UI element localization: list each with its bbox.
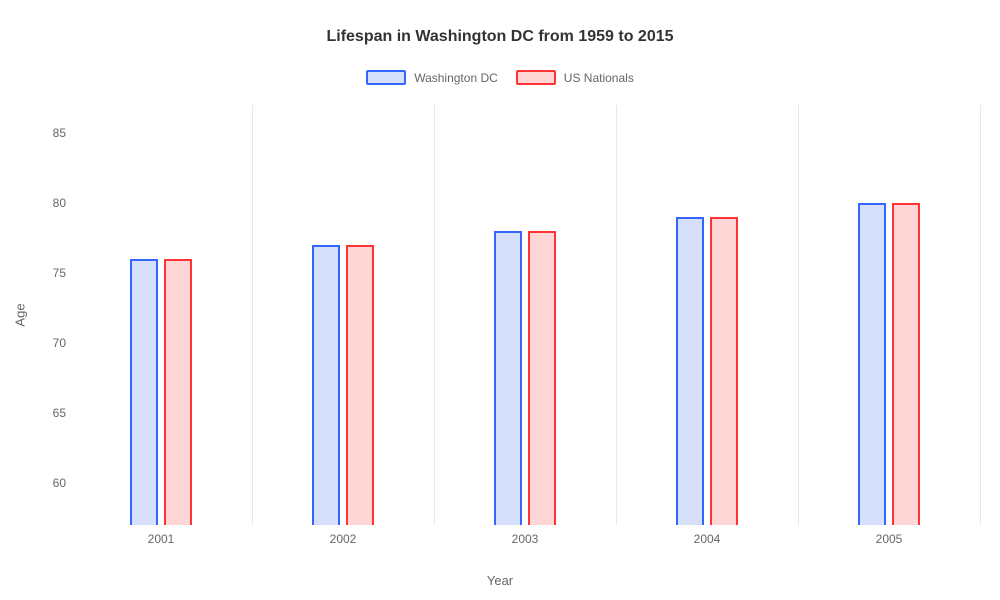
y-axis-label: Age [13, 303, 28, 326]
legend-label: Washington DC [414, 71, 498, 85]
x-tick-label: 2001 [148, 532, 175, 546]
bar-washington-dc [312, 245, 340, 525]
gridline [252, 105, 253, 525]
gridline [798, 105, 799, 525]
legend-swatch-icon [366, 70, 406, 85]
x-tick-label: 2004 [694, 532, 721, 546]
y-tick-label: 70 [40, 336, 66, 350]
y-tick-label: 75 [40, 266, 66, 280]
bar-washington-dc [494, 231, 522, 525]
legend-item-washington-dc: Washington DC [366, 70, 498, 85]
y-tick-label: 60 [40, 476, 66, 490]
gridline [980, 105, 981, 525]
gridline [434, 105, 435, 525]
x-tick-label: 2002 [330, 532, 357, 546]
y-tick-label: 65 [40, 406, 66, 420]
bar-us-nationals [528, 231, 556, 525]
bar-washington-dc [676, 217, 704, 525]
y-tick-label: 85 [40, 126, 66, 140]
bar-us-nationals [346, 245, 374, 525]
legend-swatch-icon [516, 70, 556, 85]
bar-washington-dc [130, 259, 158, 525]
legend-label: US Nationals [564, 71, 634, 85]
x-axis-label: Year [0, 573, 1000, 588]
x-tick-label: 2005 [876, 532, 903, 546]
chart-title: Lifespan in Washington DC from 1959 to 2… [0, 28, 1000, 46]
bar-washington-dc [858, 203, 886, 525]
legend-item-us-nationals: US Nationals [516, 70, 634, 85]
bar-us-nationals [164, 259, 192, 525]
bar-us-nationals [892, 203, 920, 525]
gridline [616, 105, 617, 525]
x-tick-label: 2003 [512, 532, 539, 546]
bar-us-nationals [710, 217, 738, 525]
legend: Washington DC US Nationals [0, 70, 1000, 85]
y-tick-label: 80 [40, 196, 66, 210]
